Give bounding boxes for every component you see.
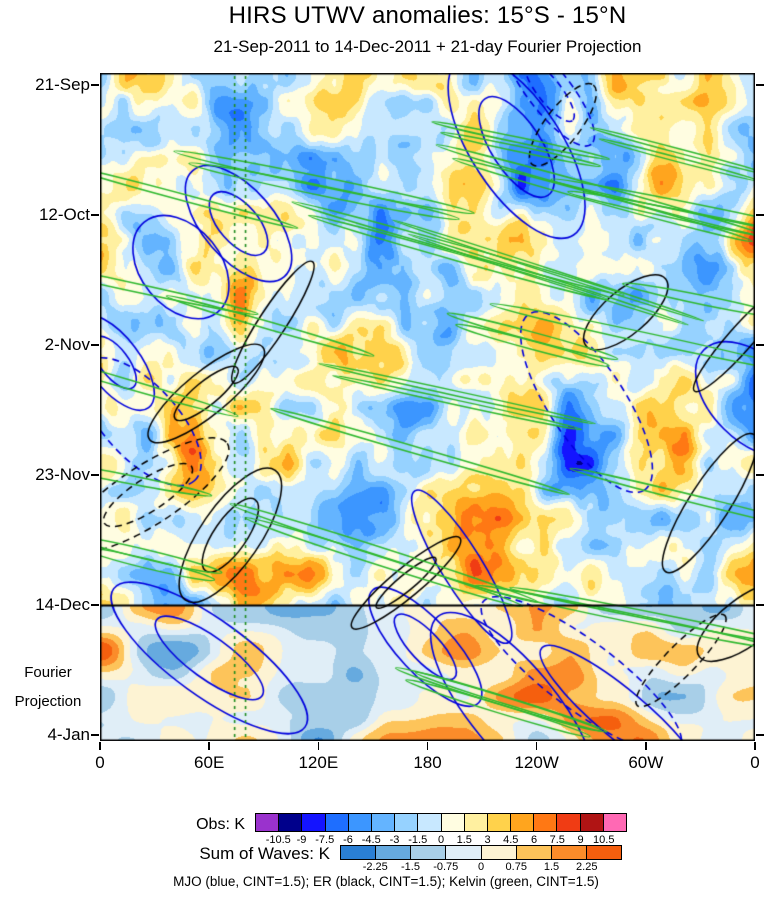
y-tick-mark (91, 604, 99, 606)
colorbar-cell (445, 846, 481, 859)
colorbar-cell (370, 814, 395, 831)
y-tick-mark (756, 344, 764, 346)
colorbar-cell (463, 814, 487, 831)
chart-subtitle: 21-Sep-2011 to 14-Dec-2011 + 21-day Four… (213, 37, 642, 56)
colorbar-cell (550, 846, 586, 859)
colorbar-cell (515, 846, 551, 859)
fourier-label-line1: Fourier (24, 664, 72, 681)
x-tick-label: 60W (628, 753, 664, 772)
y-tick-mark (91, 344, 99, 346)
colorbar-tick-label: 0 (437, 834, 445, 846)
contour-legend-caption: MJO (blue, CINT=1.5); ER (black, CINT=1.… (173, 874, 599, 889)
colorbar-tick-label: -4.5 (361, 834, 381, 846)
colorbar-cell (410, 846, 446, 859)
heatmap-canvas (100, 73, 755, 741)
y-tick-label: 14-Dec (35, 595, 90, 614)
y-tick-label: 4-Jan (47, 725, 90, 744)
colorbar-cell (324, 814, 348, 831)
colorbar-tick-label: -3 (389, 834, 400, 846)
colorbar-cell (417, 814, 441, 831)
x-tick-mark (426, 742, 429, 750)
x-tick-label: 120W (514, 753, 559, 772)
fourier-label-line2: Projection (14, 692, 82, 710)
obs-colorbar (255, 813, 627, 832)
x-tick-label: 60E (194, 753, 225, 772)
colorbar-cell (602, 814, 626, 831)
colorbar-cell (394, 814, 418, 831)
y-tick-mark (756, 734, 764, 736)
colorbar-cell (579, 814, 603, 831)
x-tick-mark (754, 742, 756, 750)
x-tick-mark (99, 742, 101, 750)
x-tick-label: 0 (95, 753, 105, 772)
colorbar-tick-label: 3 (484, 834, 491, 846)
colorbar-tick-label: 2.25 (576, 861, 598, 873)
waves-colorbar-label: Sum of Waves: K (199, 844, 330, 863)
colorbar-tick-label: -0.75 (433, 861, 459, 873)
y-tick-label: 2-Nov (44, 335, 90, 354)
colorbar-cell (301, 814, 325, 831)
colorbar-tick-label: -2.25 (362, 861, 388, 873)
colorbar-cell (533, 814, 557, 831)
colorbar-cell (347, 814, 371, 831)
x-tick-label: 180 (413, 753, 442, 772)
colorbar-tick-label: -1.5 (408, 834, 428, 846)
x-tick-mark (208, 742, 210, 750)
y-tick-mark (756, 604, 764, 606)
colorbar-cell (510, 814, 534, 831)
colorbar-tick-label: 6 (530, 834, 538, 846)
colorbar-tick-label: -7.5 (315, 834, 335, 846)
obs-colorbar-label: Obs: K (196, 816, 245, 833)
y-tick-label: 23-Nov (35, 465, 90, 484)
y-tick-label: 12-Oct (38, 205, 90, 224)
fourier-projection-label: Fourier Projection (2, 659, 94, 716)
y-tick-mark (756, 474, 764, 476)
colorbar-tick-label: -10.5 (265, 834, 291, 846)
colorbar-tick-label: -9 (296, 834, 307, 846)
colorbar-cell (278, 814, 302, 831)
colorbar-tick-label: 0.75 (505, 861, 527, 873)
y-tick-mark (91, 214, 99, 216)
y-tick-mark (756, 84, 764, 86)
colorbar-cell (256, 814, 279, 831)
colorbar-cell (556, 814, 580, 831)
chart-title: HIRS UTWV anomalies: 15°S - 15°N (228, 2, 627, 29)
y-tick-mark (756, 214, 764, 216)
colorbar-tick-label: 4.5 (503, 834, 519, 846)
x-tick-mark (535, 742, 538, 750)
colorbar-cell (585, 846, 621, 859)
colorbar-tick-label: -1.5 (401, 861, 420, 873)
colorbar-cell (486, 814, 511, 831)
x-tick-mark (645, 742, 647, 750)
plot-frame (100, 73, 755, 741)
x-tick-label: 120E (298, 753, 339, 772)
colorbar-cell (440, 814, 464, 831)
colorbar-cell (375, 846, 411, 859)
y-tick-mark (91, 734, 99, 736)
colorbar-tick-label: 1.5 (543, 861, 560, 873)
colorbar-tick-label: 7.5 (549, 834, 565, 846)
y-tick-mark (91, 474, 99, 476)
y-tick-label: 21-Sep (35, 75, 90, 94)
colorbar-tick-label: 0 (477, 861, 485, 873)
colorbar-tick-label: -6 (343, 834, 353, 846)
y-tick-mark (91, 84, 99, 86)
x-tick-label: 0 (750, 753, 760, 772)
waves-colorbar (340, 845, 622, 860)
colorbar-tick-label: 10.5 (593, 834, 615, 846)
colorbar-tick-label: 9 (577, 834, 584, 846)
x-tick-mark (317, 742, 320, 750)
colorbar-tick-label: 1.5 (456, 834, 472, 846)
colorbar-cell (341, 846, 376, 859)
colorbar-cell (480, 846, 516, 859)
